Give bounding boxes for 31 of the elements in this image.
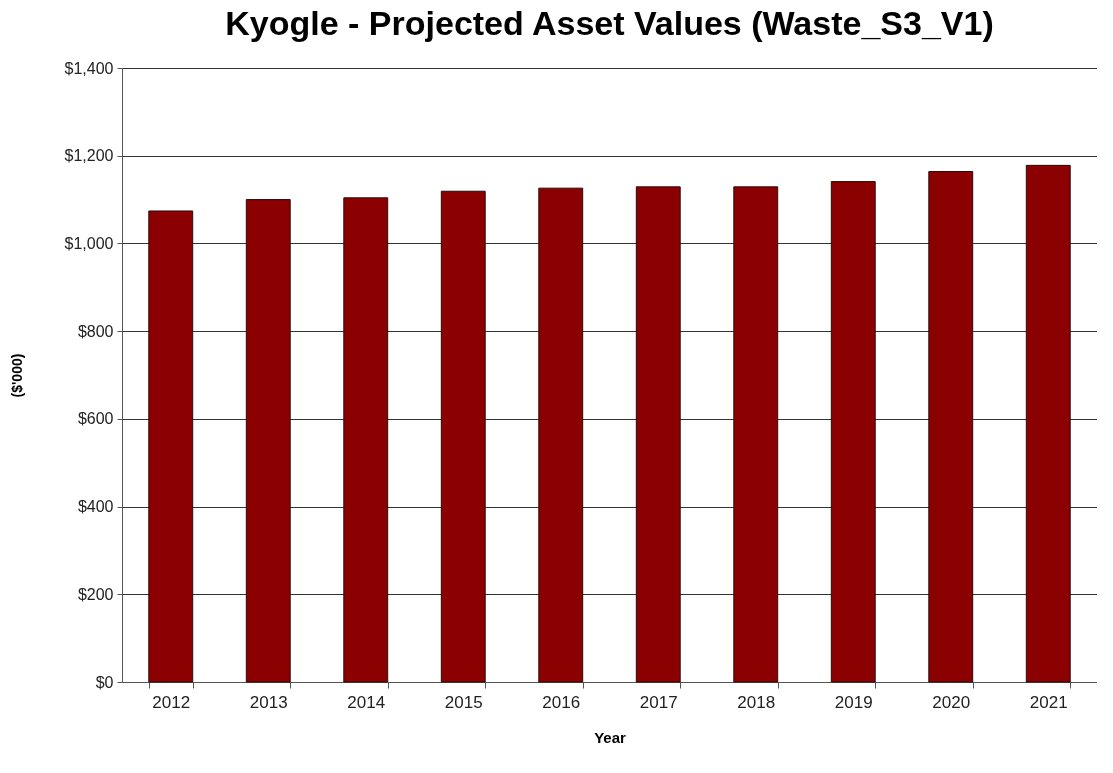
x-tick-label: 2016: [542, 692, 581, 712]
y-tick-label: $1,200: [64, 147, 114, 165]
x-tick-label: 2014: [347, 692, 386, 712]
x-axis-title: Year: [594, 728, 627, 746]
bar: [1025, 164, 1071, 683]
y-tick-label: $1,400: [64, 59, 114, 77]
bar: [830, 181, 876, 683]
y-tick-label: $600: [77, 410, 114, 428]
y-tick-label: $1,000: [64, 234, 114, 252]
y-axis-title: ($'000): [8, 353, 25, 398]
y-tick-label: $200: [77, 585, 114, 603]
x-tick-label: 2015: [444, 692, 483, 712]
chart-title: Kyogle - Projected Asset Values (Waste_S3_V1): [225, 4, 994, 42]
y-tick-label: $800: [77, 322, 114, 340]
x-tick-label: 2020: [932, 692, 971, 712]
x-tick-label: 2018: [737, 692, 776, 712]
bar: [245, 199, 291, 683]
x-tick-label: 2021: [1029, 692, 1068, 712]
bar: [440, 190, 486, 683]
y-tick-label: $400: [77, 498, 114, 516]
x-tick-label: 2012: [152, 692, 191, 712]
bar: [635, 186, 681, 683]
x-tick-label: 2019: [834, 692, 873, 712]
bar: [928, 171, 974, 683]
x-tick-label: 2013: [249, 692, 288, 712]
y-tick-label: $0: [95, 673, 114, 691]
bar: [343, 197, 389, 683]
x-tick-label: 2017: [639, 692, 678, 712]
bar: [538, 187, 584, 683]
bar: [148, 210, 194, 683]
bar: [733, 186, 779, 683]
